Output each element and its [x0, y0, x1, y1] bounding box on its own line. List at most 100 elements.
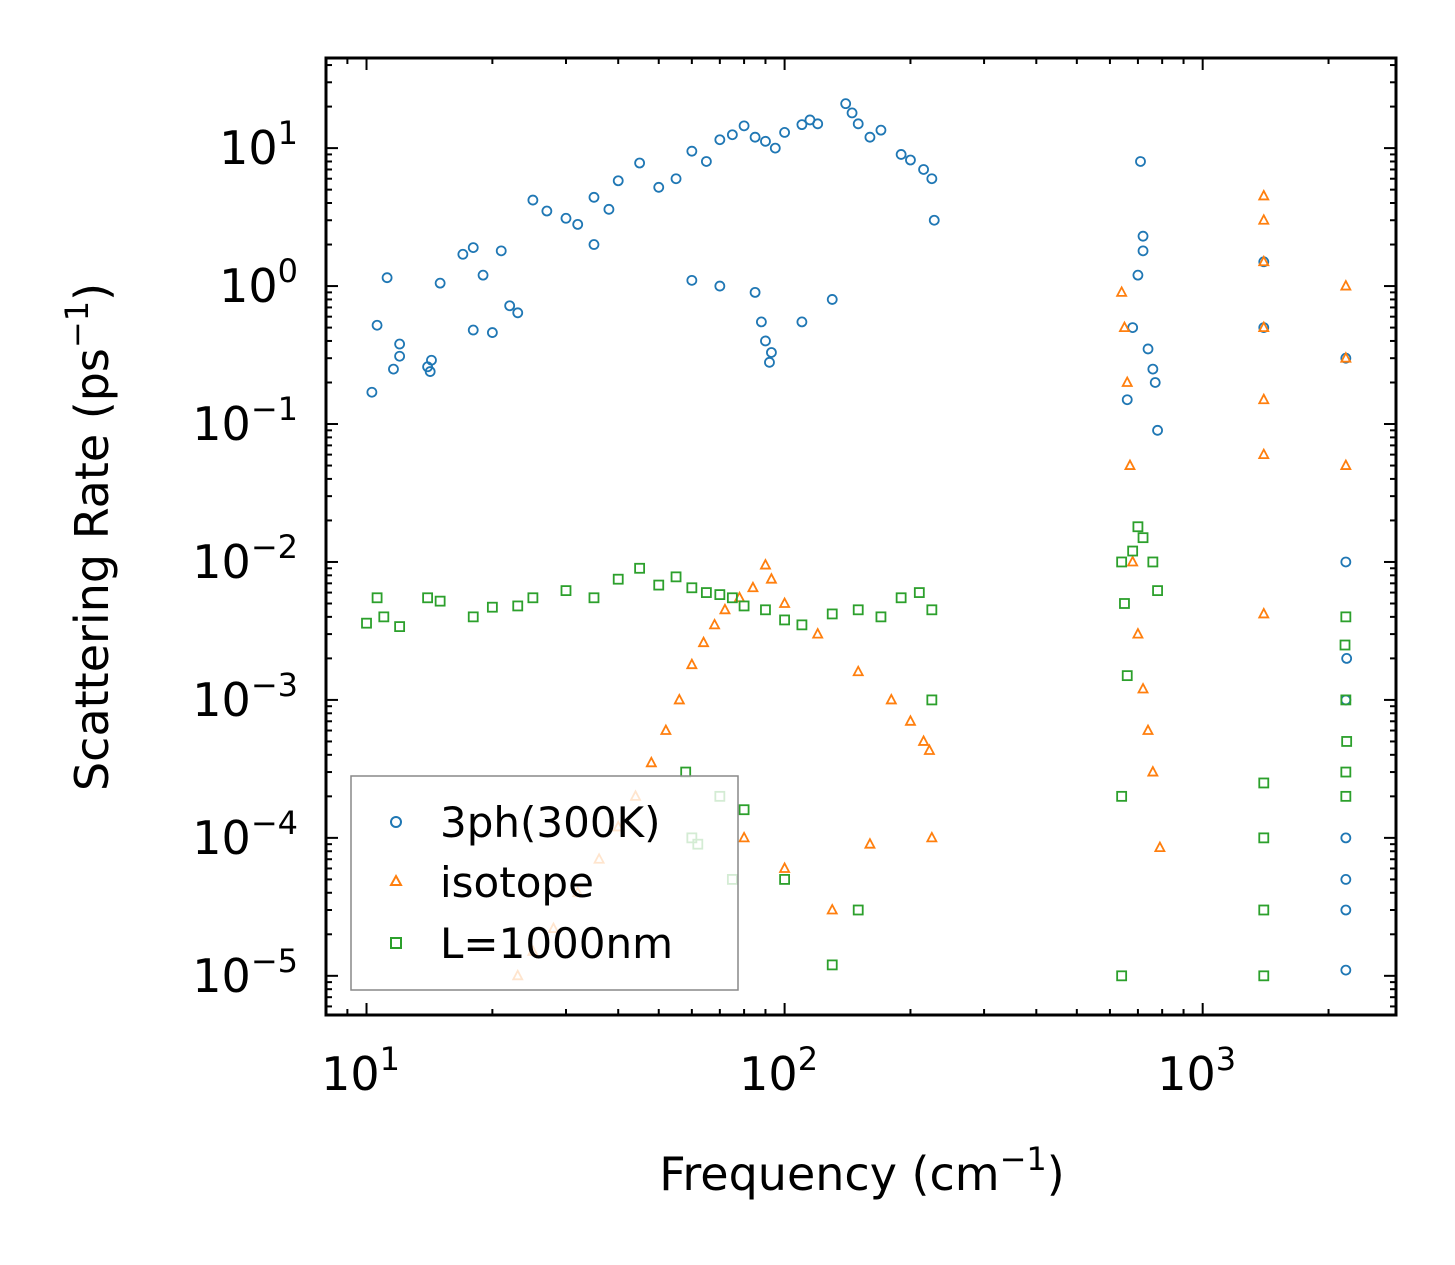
data-point [760, 604, 771, 616]
data-point [686, 274, 698, 286]
legend: 3ph(300K) isotope L=1000nm [350, 775, 739, 991]
data-point [1121, 375, 1134, 387]
data-point [527, 194, 539, 206]
data-point [1142, 723, 1155, 735]
data-point [764, 356, 775, 368]
x-tick-label: 101 [321, 1040, 400, 1101]
data-point [685, 657, 698, 670]
data-point [381, 272, 393, 284]
data-point [512, 600, 524, 612]
data-point [875, 611, 887, 623]
data-point [1340, 904, 1352, 916]
data-point [366, 386, 378, 398]
data-point [467, 611, 479, 623]
data-point [697, 635, 710, 648]
data-point [1116, 970, 1128, 982]
legend-marker-l1000nm [390, 937, 402, 949]
data-point [371, 592, 383, 604]
y-tick-label: 100 [219, 252, 298, 313]
data-point [1137, 682, 1150, 694]
data-point [1339, 279, 1352, 291]
data-point [1258, 904, 1270, 916]
data-point [1258, 832, 1270, 844]
y-tick-label: 10−4 [192, 804, 298, 865]
data-point [1127, 545, 1139, 557]
data-point [846, 107, 858, 119]
data-point [588, 592, 600, 604]
data-point [895, 592, 907, 604]
data-point [477, 269, 489, 281]
data-point [361, 617, 372, 629]
data-point [928, 214, 940, 226]
data-point [1147, 556, 1159, 568]
data-point [1132, 269, 1144, 281]
data-point [1339, 458, 1352, 470]
data-point [746, 580, 759, 593]
series-isotope [511, 189, 1352, 981]
data-point [653, 579, 665, 591]
data-point [612, 175, 624, 187]
data-point [1123, 458, 1136, 470]
data-point [457, 248, 469, 260]
data-point [560, 212, 572, 224]
data-point [1152, 424, 1163, 436]
data-point [1121, 670, 1133, 682]
data-point [760, 135, 771, 147]
data-point [796, 619, 808, 631]
plot-frame [324, 56, 1398, 1017]
data-point [634, 157, 646, 169]
data-point [700, 156, 712, 167]
data-point [738, 804, 750, 816]
data-point [394, 621, 406, 633]
data-point [895, 149, 907, 160]
data-point [1258, 970, 1270, 982]
data-point [760, 335, 771, 347]
data-point [653, 181, 665, 193]
data-point [726, 592, 738, 604]
data-point [1118, 320, 1131, 332]
data-point [779, 614, 790, 626]
data-point [905, 154, 916, 166]
data-point [826, 903, 839, 915]
data-point [686, 582, 698, 594]
data-point [749, 286, 761, 298]
data-point [645, 755, 658, 768]
data-point [680, 766, 692, 778]
data-point [923, 743, 936, 755]
data-point [1135, 156, 1146, 167]
data-point [769, 142, 781, 154]
data-point [673, 692, 686, 705]
data-point [1340, 790, 1352, 802]
data-point [572, 218, 584, 230]
data-point [926, 694, 938, 706]
data-point [1147, 363, 1159, 375]
data-point [811, 627, 824, 639]
data-point [527, 592, 539, 604]
data-point [926, 173, 938, 185]
data-point [378, 611, 390, 623]
data-point [714, 134, 726, 146]
legend-box [350, 775, 739, 991]
data-point [434, 277, 446, 289]
data-point [852, 904, 864, 916]
data-point [918, 164, 929, 175]
data-point [504, 300, 516, 312]
data-point [1257, 254, 1270, 267]
data-point [1340, 611, 1352, 623]
data-point [1341, 736, 1353, 747]
data-point [738, 120, 750, 132]
legend-label-isotope: isotope [440, 858, 594, 907]
y-tick-label: 10−5 [192, 942, 298, 1003]
data-point [670, 571, 682, 583]
data-point [749, 131, 761, 143]
data-point [424, 366, 436, 377]
data-point [394, 338, 406, 350]
data-point [738, 830, 751, 843]
data-point [714, 280, 726, 292]
data-point [1132, 521, 1144, 533]
data-point [1257, 607, 1270, 619]
data-point [714, 589, 726, 601]
y-tick-label: 101 [219, 114, 298, 175]
data-point [826, 294, 838, 305]
data-point [765, 572, 778, 584]
